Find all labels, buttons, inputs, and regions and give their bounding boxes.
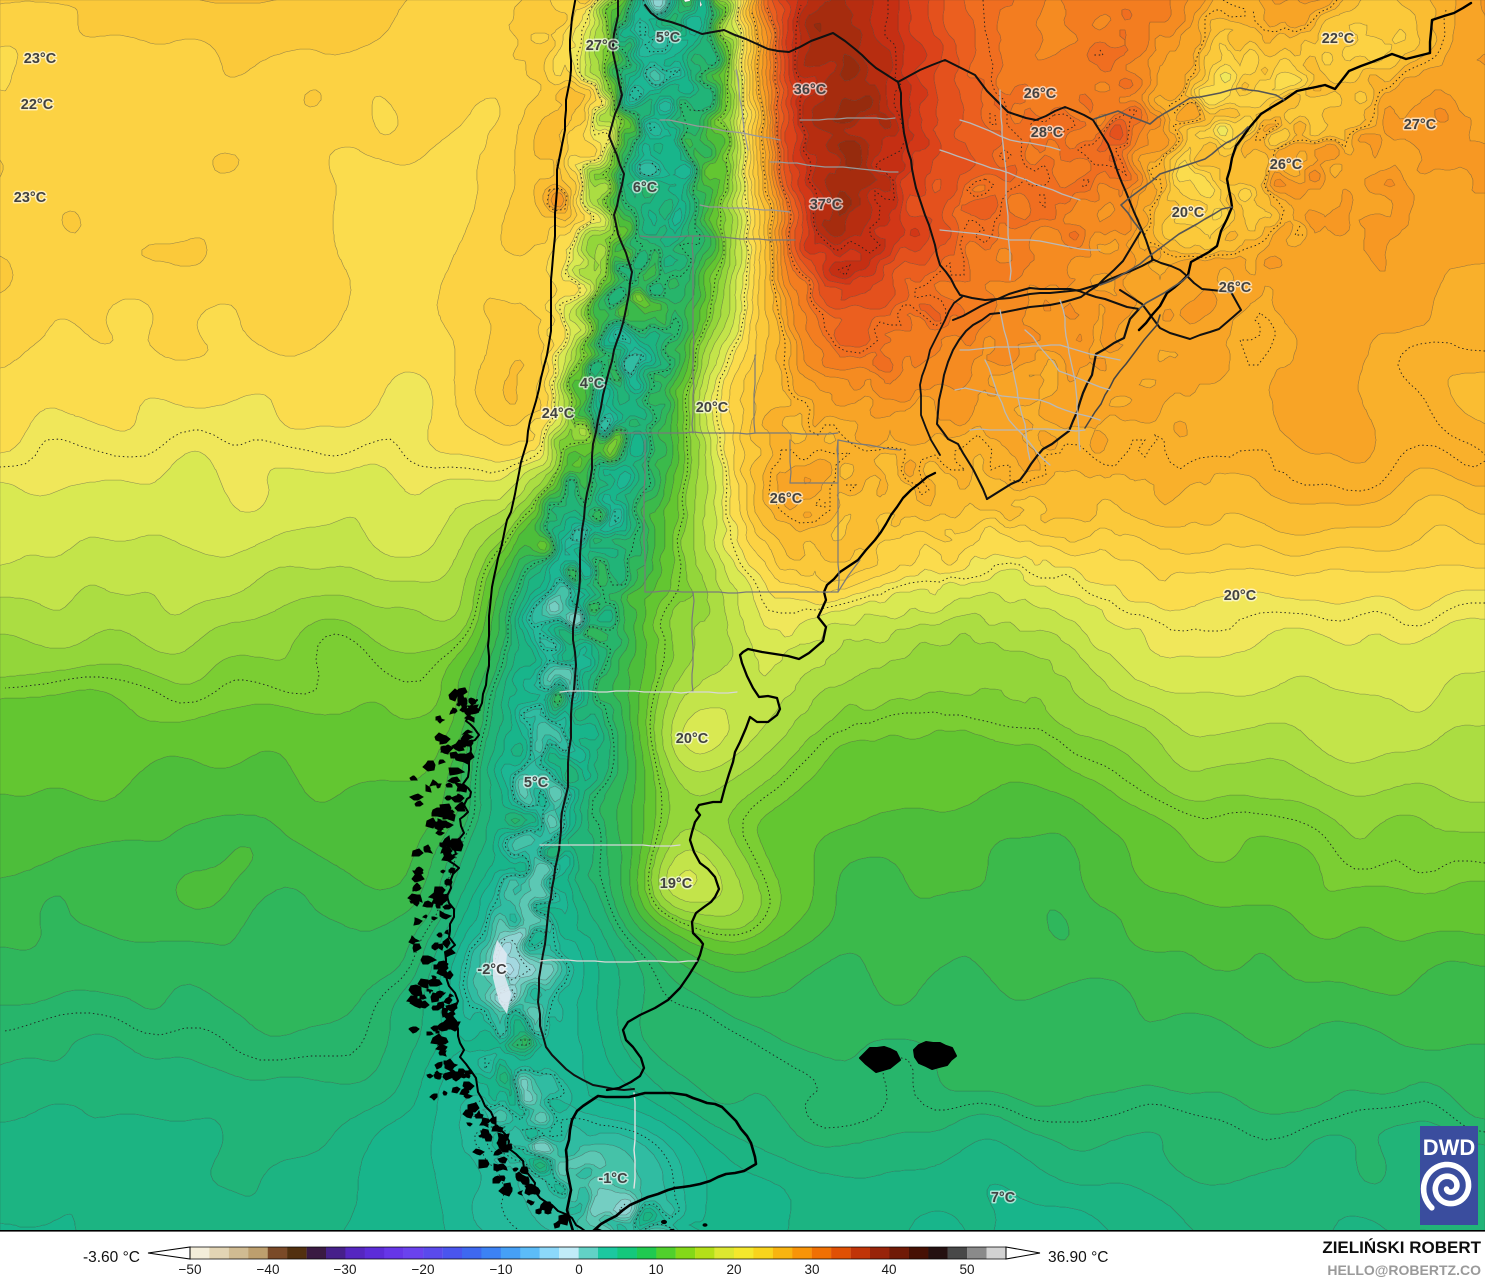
- svg-text:28°C: 28°C: [1031, 125, 1064, 141]
- svg-text:4°C: 4°C: [580, 376, 605, 392]
- svg-text:−50: −50: [179, 1262, 202, 1277]
- svg-text:36°C: 36°C: [794, 82, 827, 98]
- svg-text:10: 10: [648, 1262, 663, 1277]
- svg-text:23°C: 23°C: [14, 190, 47, 206]
- svg-text:23°C: 23°C: [24, 51, 57, 67]
- svg-text:37°C: 37°C: [810, 197, 843, 213]
- svg-text:19°C: 19°C: [660, 876, 693, 892]
- svg-text:26°C: 26°C: [770, 491, 803, 507]
- svg-text:5°C: 5°C: [524, 775, 549, 791]
- svg-text:30: 30: [804, 1262, 819, 1277]
- svg-text:-3.60 °C: -3.60 °C: [83, 1249, 140, 1266]
- svg-text:26°C: 26°C: [1219, 280, 1252, 296]
- svg-text:20°C: 20°C: [1172, 205, 1205, 221]
- svg-text:36.90 °C: 36.90 °C: [1048, 1249, 1109, 1266]
- svg-text:−30: −30: [334, 1262, 357, 1277]
- svg-text:27°C: 27°C: [1404, 117, 1437, 133]
- svg-text:ZIELIŃSKI ROBERT: ZIELIŃSKI ROBERT: [1322, 1238, 1481, 1257]
- svg-text:20°C: 20°C: [696, 400, 729, 416]
- svg-text:-1°C: -1°C: [598, 1171, 628, 1187]
- svg-text:DWD: DWD: [1423, 1135, 1476, 1160]
- svg-text:20: 20: [726, 1262, 741, 1277]
- svg-text:HELLO@ROBERTZ.CO: HELLO@ROBERTZ.CO: [1327, 1262, 1481, 1278]
- svg-text:50: 50: [959, 1262, 974, 1277]
- svg-text:22°C: 22°C: [1322, 31, 1355, 47]
- svg-text:5°C: 5°C: [656, 30, 681, 46]
- svg-text:26°C: 26°C: [1024, 86, 1057, 102]
- svg-text:−20: −20: [412, 1262, 435, 1277]
- svg-text:26°C: 26°C: [1270, 157, 1303, 173]
- svg-text:−10: −10: [490, 1262, 513, 1277]
- svg-text:27°C: 27°C: [586, 38, 619, 54]
- svg-text:40: 40: [881, 1262, 896, 1277]
- svg-text:20°C: 20°C: [676, 731, 709, 747]
- svg-text:20°C: 20°C: [1224, 588, 1257, 604]
- svg-text:-2°C: -2°C: [477, 962, 507, 978]
- svg-text:6°C: 6°C: [633, 180, 658, 196]
- svg-text:22°C: 22°C: [21, 97, 54, 113]
- svg-text:7°C: 7°C: [991, 1190, 1016, 1206]
- svg-text:24°C: 24°C: [542, 406, 575, 422]
- svg-text:0: 0: [575, 1262, 583, 1277]
- svg-text:−40: −40: [257, 1262, 280, 1277]
